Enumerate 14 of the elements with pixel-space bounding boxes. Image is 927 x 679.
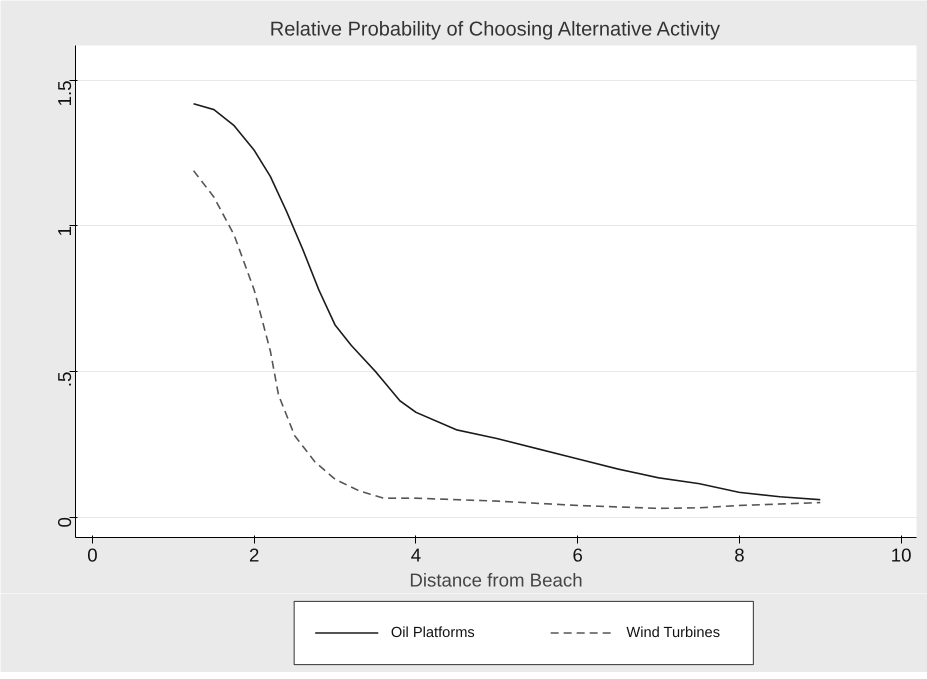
x-tick-label: 10 [890,544,912,566]
y-tick-label: 1.5 [54,80,75,106]
y-tick-label: 1 [54,226,75,236]
y-tick-label: .5 [54,372,75,388]
y-tick-label: 0 [54,517,75,528]
x-tick-label: 0 [87,544,98,566]
x-tick-label: 4 [410,544,422,566]
x-tick-label: 2 [249,544,260,566]
x-tick-label: 6 [572,544,583,566]
legend-label: Oil Platforms [390,625,475,641]
x-tick-label: 8 [734,544,745,566]
x-axis-title: Distance from Beach [409,570,583,590]
chart-title: Relative Probability of Choosing Alternative Activity [270,18,720,40]
legend-label: Wind Turbines [626,625,720,641]
